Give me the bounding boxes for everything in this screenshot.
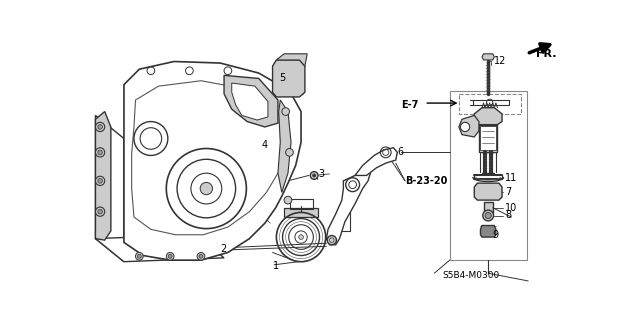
Bar [284, 208, 318, 217]
Polygon shape [355, 148, 397, 175]
Circle shape [460, 122, 470, 132]
Polygon shape [276, 54, 307, 66]
Text: B-23-20: B-23-20 [405, 176, 447, 186]
Text: 3: 3 [319, 169, 325, 179]
Polygon shape [326, 171, 371, 245]
Text: FR.: FR. [536, 49, 556, 59]
Text: 7: 7 [505, 188, 511, 197]
Text: 4: 4 [262, 140, 268, 150]
Polygon shape [482, 54, 494, 60]
Polygon shape [95, 235, 224, 262]
Circle shape [136, 252, 143, 260]
Circle shape [166, 252, 174, 260]
Circle shape [310, 172, 318, 179]
Polygon shape [481, 226, 496, 237]
Bar [479, 124, 497, 152]
Circle shape [138, 254, 141, 258]
Polygon shape [95, 116, 124, 262]
Polygon shape [273, 60, 305, 97]
Bar [339, 208, 349, 231]
Bar [289, 198, 312, 209]
Bar [484, 203, 493, 213]
Circle shape [98, 179, 102, 183]
Bar [450, 91, 527, 260]
Polygon shape [278, 100, 291, 192]
Text: E-7: E-7 [401, 100, 419, 110]
Circle shape [98, 150, 102, 155]
Circle shape [284, 196, 292, 204]
Polygon shape [224, 75, 278, 127]
Text: 8: 8 [505, 211, 511, 220]
Circle shape [95, 122, 105, 132]
Bar [99, 129, 111, 146]
Text: 10: 10 [505, 203, 517, 213]
Text: 6: 6 [397, 147, 403, 157]
Circle shape [312, 174, 316, 177]
Circle shape [299, 235, 303, 239]
Circle shape [98, 209, 102, 214]
Circle shape [285, 148, 293, 156]
Circle shape [199, 254, 203, 258]
Text: 11: 11 [505, 173, 517, 183]
Text: 1: 1 [273, 261, 278, 271]
Polygon shape [95, 112, 111, 240]
Text: 9: 9 [493, 230, 499, 240]
Circle shape [282, 108, 289, 116]
Bar [459, 94, 520, 114]
Circle shape [483, 210, 493, 221]
Bar [481, 126, 496, 150]
Circle shape [95, 207, 105, 216]
Text: 12: 12 [493, 57, 506, 67]
Circle shape [95, 148, 105, 157]
Polygon shape [232, 83, 268, 120]
Circle shape [168, 254, 172, 258]
Circle shape [98, 124, 102, 129]
Circle shape [197, 252, 205, 260]
Circle shape [485, 212, 492, 219]
Circle shape [327, 236, 337, 245]
Text: 2: 2 [220, 244, 227, 254]
Polygon shape [474, 108, 502, 124]
Polygon shape [459, 116, 479, 137]
Text: S5B4-M0300: S5B4-M0300 [442, 271, 499, 280]
Circle shape [95, 176, 105, 186]
Circle shape [200, 182, 212, 195]
Polygon shape [124, 61, 301, 260]
Text: 5: 5 [280, 73, 285, 84]
Polygon shape [132, 81, 285, 235]
Polygon shape [474, 183, 502, 200]
